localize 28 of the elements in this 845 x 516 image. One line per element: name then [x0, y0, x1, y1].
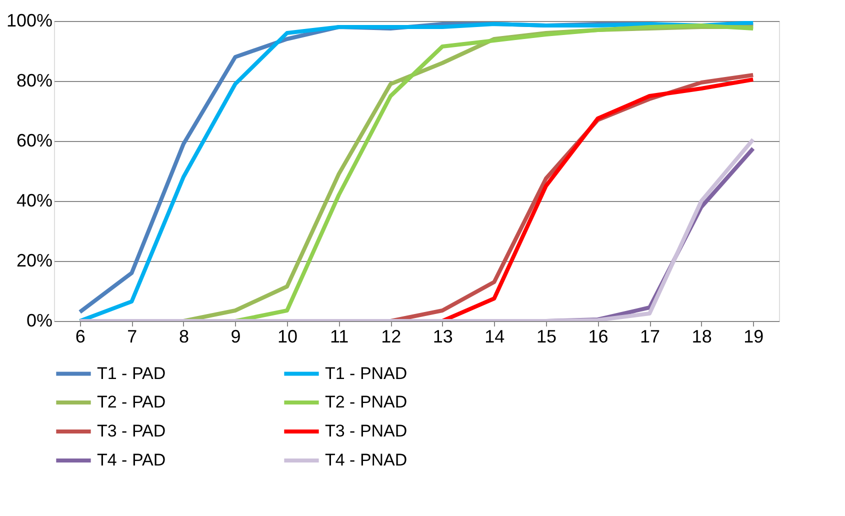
legend-label: T4 - PAD	[97, 450, 166, 470]
legend-label: T1 - PAD	[97, 364, 166, 383]
y-tick-label: 40%	[16, 190, 52, 210]
x-tick-label: 17	[640, 326, 660, 346]
y-tick-label: 100%	[6, 10, 52, 30]
x-tick-label: 9	[230, 326, 241, 346]
x-tick-label: 18	[692, 326, 712, 346]
legend-label: T3 - PAD	[97, 422, 166, 440]
y-tick-label: 20%	[16, 250, 52, 270]
x-tick-label: 16	[588, 326, 608, 346]
legend-label: T4 - PNAD	[325, 450, 408, 470]
x-tick-label: 6	[75, 326, 86, 346]
y-tick-label: 60%	[16, 130, 52, 150]
legend-label: T1 - PNAD	[325, 364, 408, 383]
legend-label: T3 - PNAD	[325, 422, 408, 440]
legend-label: T2 - PNAD	[325, 392, 408, 412]
x-tick-label: 15	[536, 326, 556, 346]
x-tick-label: 13	[432, 326, 453, 346]
y-tick-label: 80%	[16, 70, 52, 90]
x-tick-label: 8	[178, 326, 189, 346]
y-tick-label: 0%	[26, 310, 52, 330]
x-tick-label: 7	[127, 326, 138, 346]
x-tick-label: 10	[278, 326, 298, 346]
x-tick-label: 11	[330, 326, 349, 346]
x-tick-label: 12	[381, 326, 402, 346]
legend-label: T2 - PAD	[97, 392, 166, 412]
x-tick-label: 19	[744, 326, 764, 346]
x-tick-label: 14	[484, 326, 505, 346]
